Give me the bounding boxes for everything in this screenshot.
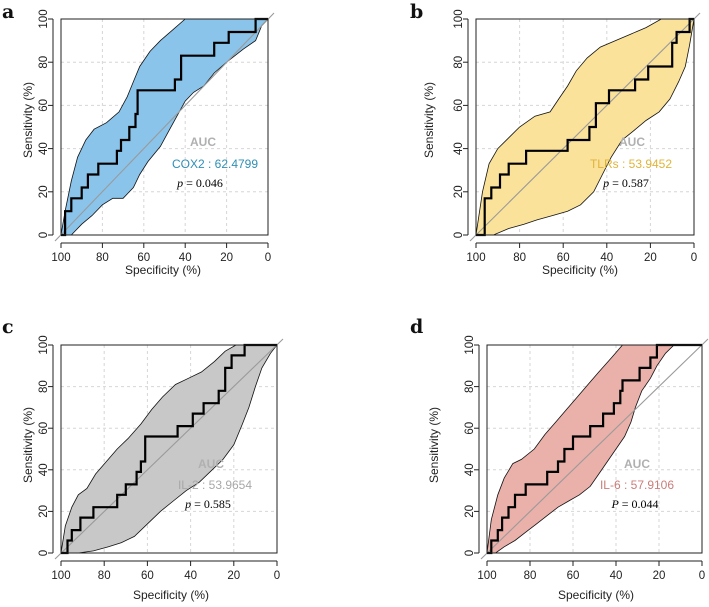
x-axis-title: Specificity (%) — [133, 588, 209, 602]
p-symbol: p — [176, 176, 183, 190]
y-tick-label: 100 — [38, 9, 50, 28]
reference-diagonal — [480, 338, 709, 560]
x-tick-label: 0 — [274, 570, 280, 582]
y-tick-label: 20 — [38, 505, 50, 518]
y-tick-label: 40 — [38, 142, 50, 155]
roc-curve — [61, 343, 277, 555]
panel-letter-b: b — [410, 1, 423, 23]
x-tick-label: 100 — [51, 570, 70, 582]
p-symbol: p — [184, 497, 191, 511]
y-tick-label: 100 — [464, 335, 476, 354]
x-tick-label: 20 — [227, 570, 240, 582]
x-tick-label: 60 — [567, 570, 580, 582]
y-axis-title: Sensitivity (%) — [21, 82, 35, 158]
auc-title: AUC — [624, 457, 650, 471]
roc-curve — [476, 17, 694, 237]
y-tick-label: 40 — [464, 463, 476, 476]
x-tick-label: 40 — [600, 252, 613, 264]
p-symbol: P — [610, 497, 619, 511]
panel-letter-d: d — [410, 316, 423, 338]
y-tick-label: 100 — [38, 335, 50, 354]
plot-frame — [475, 18, 695, 236]
y-tick-label: 40 — [38, 463, 50, 476]
p-symbol: p — [602, 176, 609, 190]
x-tick-label: 0 — [265, 252, 271, 264]
y-axis-title: Sensitivity (%) — [422, 82, 436, 158]
p-value: = 0.585 — [191, 497, 231, 511]
y-tick-label: 0 — [453, 232, 465, 238]
p-value-label: p = 0.046 — [176, 176, 223, 190]
y-tick-label: 80 — [38, 380, 50, 393]
x-tick-label: 20 — [220, 252, 233, 264]
panel-letter-c: c — [2, 316, 14, 338]
roc-panel-b: b Sensitivity (%) Specificity (%) 0 20 40 6… — [410, 1, 701, 277]
x-axis-title: Specificity (%) — [542, 263, 618, 277]
y-tick-label: 100 — [453, 9, 465, 28]
y-tick-label: 0 — [38, 232, 50, 238]
x-tick-label: 100 — [466, 252, 485, 264]
x-tick-label: 80 — [524, 570, 537, 582]
y-tick-label: 20 — [453, 185, 465, 198]
y-tick-label: 80 — [453, 56, 465, 69]
auc-value-label: TLRs : 53.9452 — [590, 157, 672, 171]
reference-diagonal — [54, 12, 275, 242]
auc-value-label: IL-2 : 53.9654 — [178, 478, 252, 492]
plot-frame — [486, 344, 703, 554]
x-tick-label: 60 — [557, 252, 570, 264]
plot-frame — [60, 18, 269, 236]
reference-diagonal — [54, 338, 284, 560]
x-axis-title: Specificity (%) — [125, 263, 201, 277]
x-tick-label: 100 — [477, 570, 496, 582]
p-value: = 0.587 — [609, 176, 649, 190]
y-axis-title: Sensitivity (%) — [427, 407, 441, 483]
y-axis-title: Sensitivity (%) — [21, 407, 35, 483]
y-tick-label: 0 — [38, 550, 50, 556]
auc-value-label: COX2 : 62.4799 — [172, 157, 258, 171]
reference-diagonal — [469, 12, 701, 242]
roc-curve — [61, 17, 268, 237]
y-tick-label: 80 — [464, 380, 476, 393]
y-tick-label: 40 — [453, 142, 465, 155]
p-value-label: P = 0.044 — [610, 497, 658, 511]
x-tick-label: 0 — [699, 570, 705, 582]
auc-value-label: IL-6 : 57.9106 — [600, 478, 674, 492]
roc-panel-d: d Sensitivity (%) Specificity (%) 0 20 40 6… — [410, 316, 709, 602]
x-tick-label: 20 — [644, 252, 657, 264]
p-value-label: p = 0.585 — [184, 497, 231, 511]
x-axis-title: Specificity (%) — [558, 588, 634, 602]
roc-panel-c: c Sensitivity (%) Specificity (%) 0 20 40 6… — [2, 316, 284, 602]
x-tick-label: 80 — [96, 252, 109, 264]
y-tick-label: 60 — [38, 422, 50, 435]
p-value: = 0.044 — [619, 497, 659, 511]
y-tick-label: 80 — [38, 56, 50, 69]
x-tick-label: 60 — [141, 570, 154, 582]
x-tick-label: 80 — [513, 252, 526, 264]
x-tick-label: 40 — [610, 570, 623, 582]
x-tick-label: 0 — [691, 252, 697, 264]
auc-title: AUC — [190, 135, 216, 149]
y-tick-label: 0 — [464, 550, 476, 556]
y-tick-label: 60 — [38, 99, 50, 112]
p-value: = 0.046 — [183, 176, 223, 190]
x-tick-label: 60 — [137, 252, 150, 264]
plot-frame — [60, 344, 278, 554]
y-tick-label: 60 — [453, 99, 465, 112]
x-tick-label: 40 — [184, 570, 197, 582]
auc-title: AUC — [619, 135, 645, 149]
x-tick-label: 100 — [51, 252, 70, 264]
roc-panel-a: a Sensitivity (%) Specificity (%) 0 20 40 6… — [2, 1, 275, 277]
y-tick-label: 60 — [464, 422, 476, 435]
p-value-label: p = 0.587 — [602, 176, 649, 190]
x-tick-label: 40 — [179, 252, 192, 264]
x-tick-label: 20 — [653, 570, 666, 582]
y-tick-label: 20 — [464, 505, 476, 518]
x-tick-label: 80 — [98, 570, 111, 582]
panel-letter-a: a — [2, 1, 14, 23]
y-tick-label: 20 — [38, 185, 50, 198]
roc-curve — [487, 343, 702, 555]
auc-title: AUC — [198, 457, 224, 471]
